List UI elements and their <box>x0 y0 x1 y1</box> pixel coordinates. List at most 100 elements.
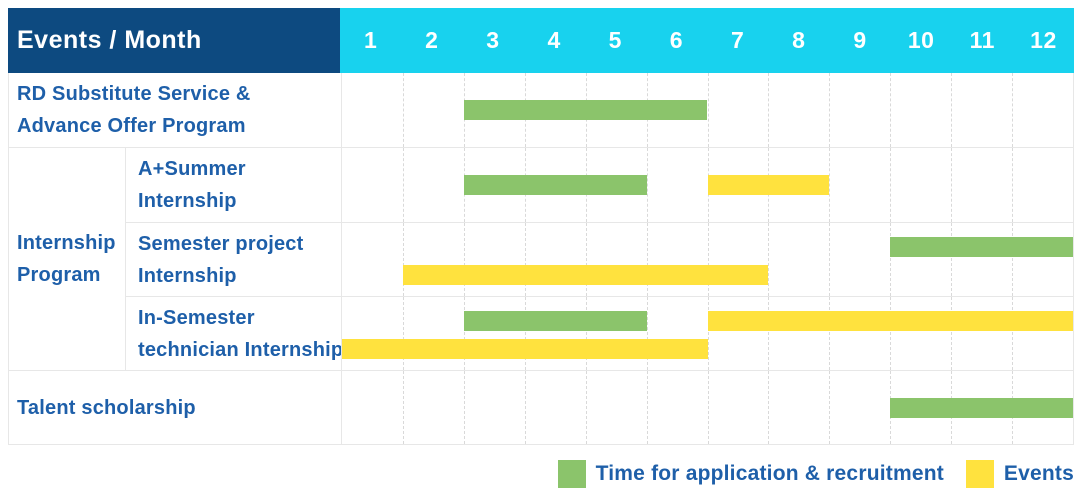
gantt-bar-green <box>463 175 647 195</box>
table-header-row: Events / Month 1 2 3 4 5 6 7 8 9 10 11 12 <box>8 8 1074 73</box>
month-header-3: 3 <box>486 27 500 53</box>
row-in-semester-technician-internship: In-Semester technician Internship <box>125 296 1073 370</box>
gantt-cell-semester-project-internship <box>341 223 1073 296</box>
gantt-bar-yellow <box>707 175 830 195</box>
month-gridline <box>646 223 648 296</box>
row-label-in-semester-technician-internship: In-Semester technician Internship <box>125 297 344 370</box>
month-gridline <box>890 148 892 222</box>
month-header-11: 11 <box>969 27 995 53</box>
group-label-line: Program <box>17 264 101 286</box>
row-label-line: RD Substitute Service & <box>17 83 251 105</box>
month-gridline <box>1012 73 1014 147</box>
row-label-semester-project-internship: Semester project Internship <box>125 223 341 296</box>
month-gridline <box>585 371 587 444</box>
month-gridline <box>463 371 465 444</box>
month-gridline <box>463 297 465 370</box>
legend-swatch-green <box>557 460 586 488</box>
legend-label: Time for application & recruitment <box>595 462 944 485</box>
month-header-9: 9 <box>853 27 867 53</box>
month-gridline <box>646 371 648 444</box>
month-header-4: 4 <box>547 27 561 53</box>
gantt-bar-green <box>463 100 708 120</box>
legend-label: Events <box>1003 462 1074 485</box>
month-gridline <box>951 297 953 370</box>
row-rd-substitute-service: RD Substitute Service & Advance Offer Pr… <box>9 73 1073 147</box>
month-header-row: 1 2 3 4 5 6 7 8 9 10 11 12 <box>340 8 1074 73</box>
month-gridline <box>768 223 770 296</box>
row-label-line: Internship <box>138 190 237 212</box>
month-gridline <box>402 73 404 147</box>
gantt-cell-in-semester-technician-internship <box>341 297 1073 370</box>
month-gridline <box>524 371 526 444</box>
row-label-talent-scholarship: Talent scholarship <box>9 371 341 444</box>
month-gridline <box>707 371 709 444</box>
internship-program-rows: A+Summer Internship Semester project Int… <box>125 148 1073 370</box>
internship-program-group: Internship Program A+Summer Internship S… <box>9 147 1073 370</box>
month-header-7: 7 <box>730 27 745 53</box>
month-gridline <box>951 148 953 222</box>
month-header-6: 6 <box>669 27 684 53</box>
month-gridline <box>829 371 831 444</box>
month-header-12: 12 <box>1030 27 1057 53</box>
month-header-10: 10 <box>907 27 935 53</box>
row-label-line: technician Internship <box>138 338 344 361</box>
month-gridline <box>951 73 953 147</box>
group-label-line: Internship <box>17 232 116 254</box>
legend-item-green: Time for application & recruitment <box>557 460 944 488</box>
gantt-bar-yellow <box>402 265 769 285</box>
month-gridline <box>829 148 831 222</box>
month-gridline <box>1012 297 1014 370</box>
row-label-line: Semester project <box>138 232 304 255</box>
month-gridline <box>585 297 587 370</box>
month-gridline <box>402 148 404 222</box>
gantt-cell-talent-scholarship <box>341 371 1073 444</box>
gantt-bar-green <box>890 237 1073 257</box>
month-gridline <box>890 297 892 370</box>
events-table: Events / Month 1 2 3 4 5 6 7 8 9 10 11 12 RD Substi… <box>8 8 1074 445</box>
row-semester-project-internship: Semester project Internship <box>125 222 1073 296</box>
row-label-rd-substitute-service: RD Substitute Service & Advance Offer Pr… <box>9 73 341 147</box>
month-gridline <box>951 223 953 296</box>
row-a-plus-summer-internship: A+Summer Internship <box>125 148 1073 222</box>
month-gridline <box>829 297 831 370</box>
row-label-line: Talent scholarship <box>17 396 196 419</box>
month-gridline <box>402 297 404 370</box>
gantt-bar-green <box>890 398 1073 418</box>
month-gridline <box>463 223 465 296</box>
gantt-bar-yellow <box>342 339 708 359</box>
group-label-internship-program: Internship Program <box>9 148 125 370</box>
month-gridline <box>707 73 709 147</box>
month-gridline <box>402 371 404 444</box>
row-label-a-plus-summer-internship: A+Summer Internship <box>125 148 341 222</box>
month-header-1: 1 <box>363 27 378 53</box>
month-gridline <box>890 73 892 147</box>
gantt-bar-yellow <box>707 311 1073 331</box>
month-gridline <box>707 297 709 370</box>
gantt-cell-rd-substitute-service <box>341 73 1073 147</box>
month-gridline <box>890 223 892 296</box>
month-gridline <box>585 223 587 296</box>
month-gridline <box>646 297 648 370</box>
month-gridline <box>768 297 770 370</box>
month-gridline <box>1012 148 1014 222</box>
row-label-line: A+Summer <box>138 158 246 180</box>
row-talent-scholarship: Talent scholarship <box>9 370 1073 444</box>
month-header-5: 5 <box>608 27 622 53</box>
events-month-header-cell: Events / Month <box>8 8 340 73</box>
month-gridline <box>768 371 770 444</box>
legend-item-yellow: Events <box>965 460 1074 488</box>
month-header-8: 8 <box>792 27 806 53</box>
row-label-line: Internship <box>138 264 237 287</box>
legend-swatch-yellow <box>965 460 994 488</box>
month-gridline <box>829 223 831 296</box>
legend: Time for application & recruitment Events <box>536 460 1074 488</box>
month-gridline <box>524 297 526 370</box>
month-gridline <box>1012 223 1014 296</box>
row-label-line: Advance Offer Program <box>17 115 246 137</box>
month-gridline <box>524 223 526 296</box>
row-label-line: In-Semester <box>138 306 255 329</box>
month-gridline <box>768 73 770 147</box>
table-body: RD Substitute Service & Advance Offer Pr… <box>8 73 1074 445</box>
month-gridline <box>646 148 648 222</box>
